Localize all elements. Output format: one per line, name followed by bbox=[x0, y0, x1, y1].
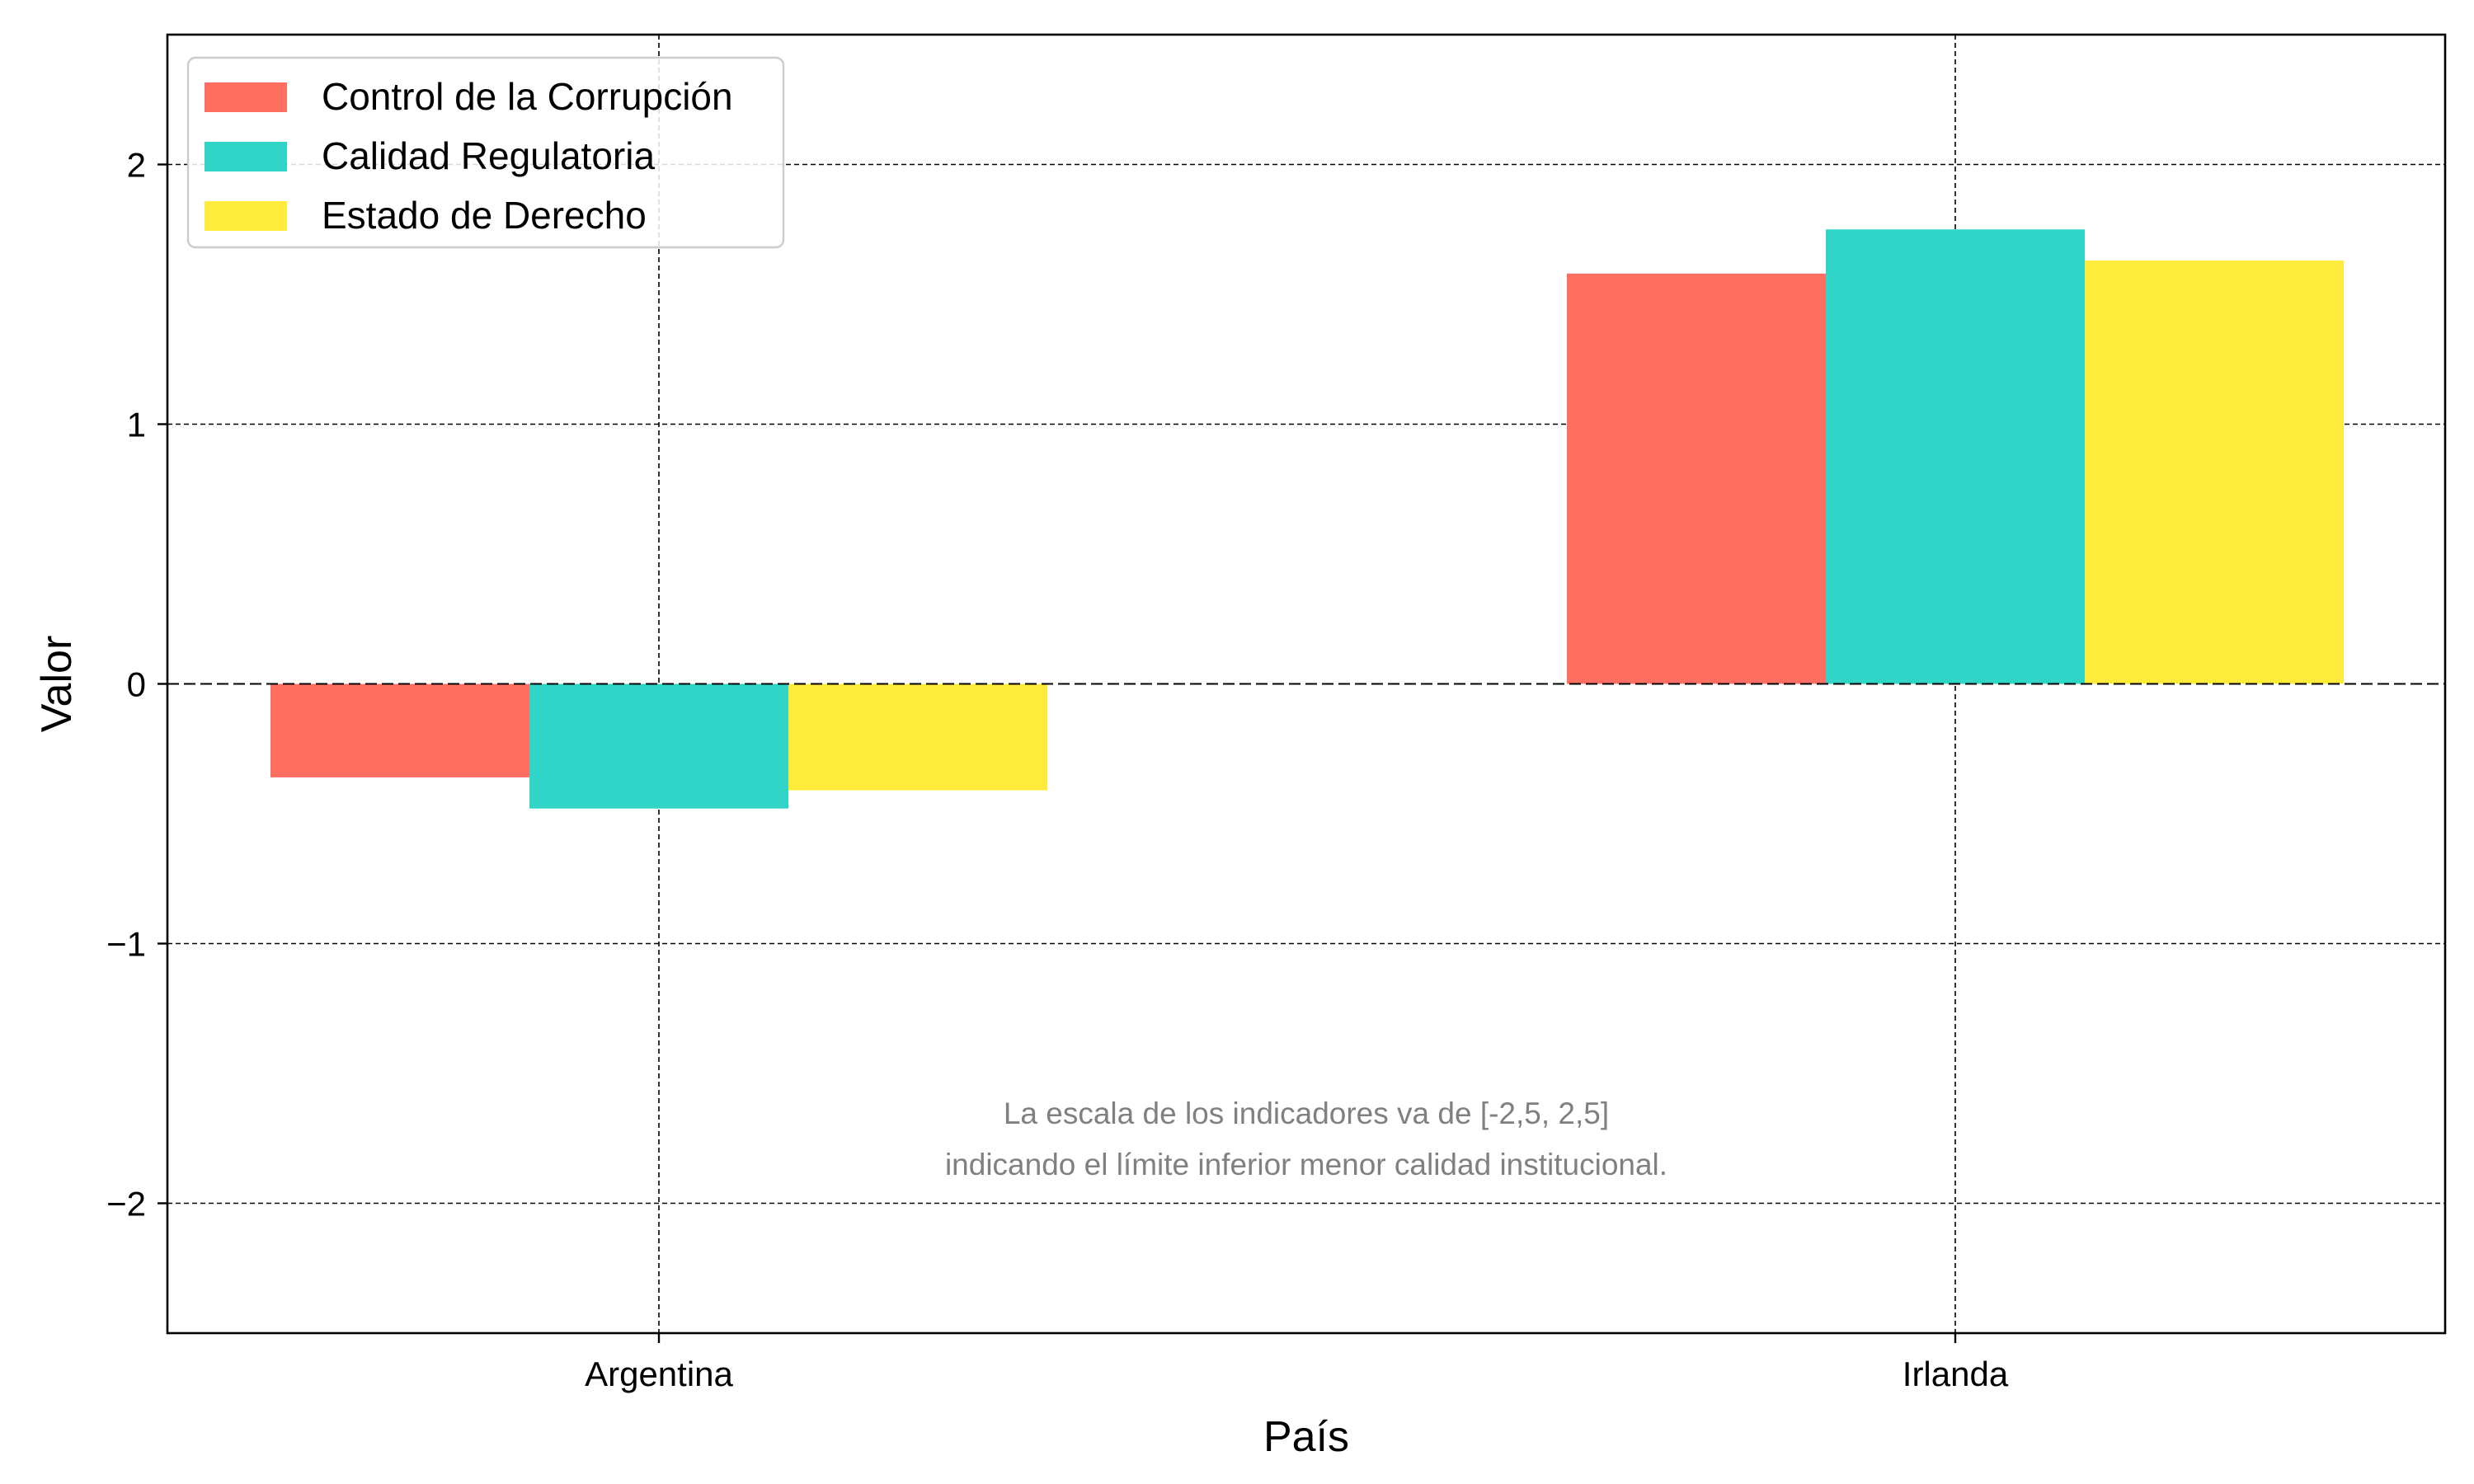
legend-swatch bbox=[205, 82, 287, 112]
x-tick-label: Irlanda bbox=[1903, 1355, 2009, 1393]
x-tick-label: Argentina bbox=[585, 1355, 733, 1393]
bar bbox=[529, 683, 788, 809]
annotation-line: La escala de los indicadores va de [-2,5… bbox=[1004, 1097, 1609, 1130]
y-tick-label: 2 bbox=[127, 146, 146, 185]
bar bbox=[2085, 261, 2344, 684]
axes-layer: −2 −1 0 1 2 Argentina Irlanda bbox=[106, 33, 2447, 1393]
bar bbox=[788, 683, 1047, 791]
annotation-layer: La escala de los indicadores va de [-2,5… bbox=[945, 1097, 1667, 1181]
bar bbox=[1826, 229, 2085, 684]
legend: Control de la Corrupción Calidad Regulato… bbox=[186, 56, 785, 249]
bar bbox=[270, 683, 529, 777]
bars-layer bbox=[270, 229, 2344, 809]
y-axis-label: Valor bbox=[33, 636, 81, 733]
legend-swatch bbox=[205, 142, 287, 171]
annotation-line: indicando el límite inferior menor calid… bbox=[945, 1148, 1667, 1181]
x-axis-label: País bbox=[1263, 1413, 1349, 1461]
y-tick-label: 0 bbox=[127, 665, 146, 704]
legend-swatch bbox=[205, 201, 287, 231]
y-tick-label: −2 bbox=[106, 1185, 146, 1223]
legend-label: Control de la Corrupción bbox=[322, 75, 733, 118]
legend-label: Estado de Derecho bbox=[322, 194, 647, 237]
y-tick-label: 1 bbox=[127, 406, 146, 444]
legend-frame bbox=[186, 56, 785, 249]
legend-label: Calidad Regulatoria bbox=[322, 134, 655, 177]
bar bbox=[1567, 273, 1826, 684]
y-tick-label: −1 bbox=[106, 925, 146, 964]
